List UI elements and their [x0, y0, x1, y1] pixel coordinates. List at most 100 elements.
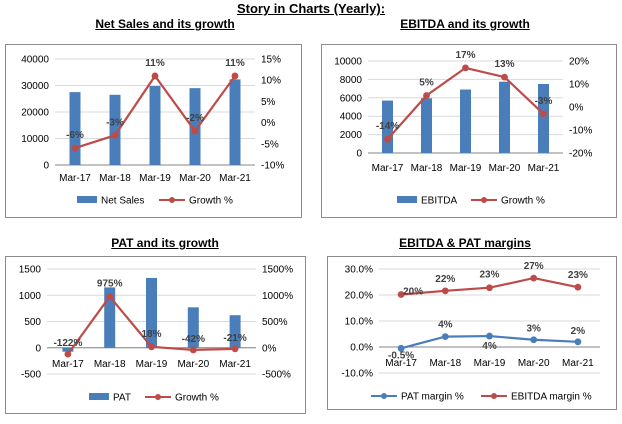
data-label: 11%	[225, 58, 245, 69]
series-point	[486, 284, 493, 292]
legend-label: PAT	[113, 393, 131, 404]
x-tick-label: Mar-19	[450, 163, 482, 174]
series-point	[441, 287, 449, 295]
y2-tick-label: 10%	[569, 80, 589, 91]
legend-label: EBITDA	[421, 196, 457, 207]
data-label: -3%	[106, 117, 124, 128]
legend-swatch-marker	[381, 393, 387, 399]
data-label: 17%	[455, 50, 475, 61]
y-tick-label: 500	[24, 317, 41, 328]
legend-swatch	[77, 196, 97, 203]
ebitda-chart: 0 2000 4000 6000 8000 10000 -20% -10% 0% 10% 20% Ma…	[321, 44, 617, 218]
y-tick-label: 0	[356, 149, 362, 160]
legend-swatch	[397, 196, 417, 203]
series-point	[397, 344, 405, 352]
x-tick-label: Mar-19	[474, 358, 506, 369]
margins-chart: -10.0% 0.0% 10.0% 20.0% 30.0% Mar-17 Mar-18 Mar…	[327, 256, 617, 410]
series-point	[540, 110, 547, 118]
x-tick-label: Mar-17	[372, 163, 404, 174]
chart-title-ebitda: EBITDA and its growth	[400, 17, 530, 31]
legend-label: Growth %	[501, 196, 545, 207]
bar	[382, 100, 393, 153]
legend-swatch	[89, 393, 109, 400]
y2-tick-label: 1500%	[262, 265, 293, 276]
y-tick-label: 20.0%	[345, 291, 373, 302]
data-label: 2%	[571, 326, 586, 337]
legend-label: Growth %	[189, 196, 233, 207]
data-label: 3%	[526, 324, 541, 335]
data-label: -21%	[223, 333, 246, 344]
series-point	[106, 293, 114, 300]
series-point	[397, 291, 405, 298]
bar	[229, 315, 241, 348]
y-tick-label: -500	[21, 370, 41, 381]
chart-title-pat: PAT and its growth	[111, 236, 219, 250]
bar	[460, 89, 471, 153]
legend-swatch-marker	[155, 394, 161, 400]
series-point	[151, 72, 159, 80]
y2-tick-label: 0%	[569, 103, 584, 114]
data-label: 11%	[145, 58, 165, 69]
x-tick-label: Mar-20	[518, 358, 550, 369]
data-label: -14%	[376, 121, 399, 132]
x-tick-label: Mar-20	[177, 359, 209, 370]
series-point	[574, 283, 582, 291]
data-label: -3%	[535, 96, 553, 107]
data-label: 23%	[568, 270, 588, 281]
series-point	[384, 135, 391, 143]
series-point	[441, 333, 449, 340]
data-label: -2%	[186, 113, 204, 124]
legend-label: PAT margin %	[401, 392, 464, 403]
series-point	[423, 92, 430, 99]
bar	[187, 307, 199, 348]
y2-tick-label: 0%	[262, 343, 277, 354]
series-point	[64, 350, 72, 358]
data-label: 975%	[97, 279, 123, 290]
chart-border	[327, 256, 617, 410]
y-tick-label: 20000	[21, 108, 49, 119]
legend-swatch-marker	[169, 197, 175, 203]
legend-swatch-marker	[481, 197, 487, 203]
y-tick-label: 2000	[340, 130, 363, 141]
data-label: 5%	[419, 78, 434, 89]
data-label: 27%	[524, 261, 544, 272]
data-label: 22%	[435, 274, 455, 285]
bar	[421, 98, 432, 153]
series-point	[501, 73, 508, 81]
y2-tick-label: 0%	[261, 118, 276, 129]
x-tick-label: Mar-19	[136, 359, 168, 370]
y-tick-label: 10.0%	[345, 317, 373, 328]
bar	[229, 79, 241, 165]
series-point	[530, 336, 538, 344]
x-tick-label: Mar-18	[99, 173, 131, 184]
series-point	[462, 64, 469, 72]
y-tick-label: 1000	[19, 291, 42, 302]
series-point	[530, 274, 538, 282]
x-tick-label: Mar-18	[429, 358, 461, 369]
y2-tick-label: -10%	[569, 126, 592, 137]
series-point	[574, 338, 582, 346]
y-tick-label: 6000	[340, 93, 363, 104]
bar	[69, 92, 81, 165]
x-tick-label: Mar-18	[94, 359, 126, 370]
y2-tick-label: 20%	[569, 57, 589, 68]
series-point	[71, 144, 79, 152]
data-label: 13%	[494, 59, 514, 70]
chart-title-margins: EBITDA & PAT margins	[399, 236, 531, 250]
y2-tick-label: 500%	[262, 317, 288, 328]
data-label: 4%	[438, 320, 453, 331]
y2-tick-label: 15%	[261, 55, 281, 66]
chart-title-net-sales: Net Sales and its growth	[95, 17, 235, 31]
y-tick-label: 0.0%	[350, 343, 373, 354]
y-tick-label: -10.0%	[341, 369, 373, 380]
bar	[109, 94, 121, 165]
x-tick-label: Mar-18	[411, 163, 443, 174]
series-point	[486, 332, 493, 340]
y-tick-label: 10000	[334, 57, 362, 68]
legend-label: Net Sales	[101, 196, 144, 207]
data-label: -122%	[53, 338, 82, 349]
bar	[538, 84, 549, 153]
y2-tick-label: 5%	[261, 97, 276, 108]
x-tick-label: Mar-21	[562, 358, 594, 369]
data-label: -42%	[182, 334, 205, 345]
